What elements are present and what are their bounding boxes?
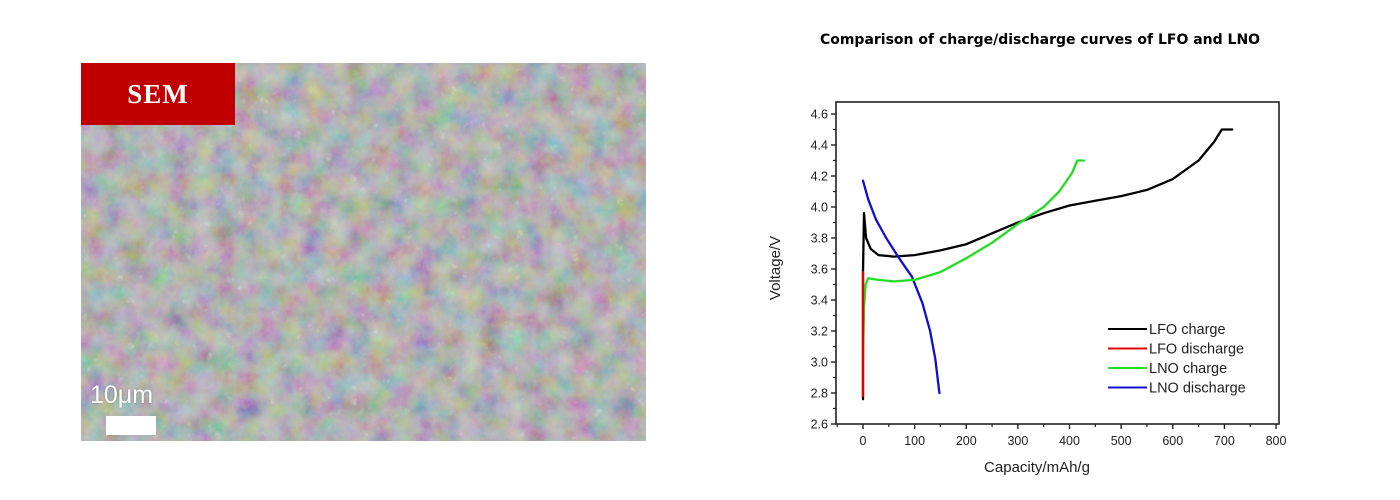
y-axis-label: Voltage/V	[767, 236, 784, 300]
y-tick-label: 3.2	[811, 325, 828, 339]
y-tick-label: 3.4	[811, 294, 828, 308]
x-tick-label: 500	[1111, 434, 1132, 448]
x-axis-label: Capacity/mAh/g	[984, 459, 1090, 476]
y-tick-label: 3.6	[811, 263, 828, 277]
chart-title: Comparison of charge/discharge curves of…	[819, 32, 1261, 48]
y-tick-label: 3.0	[811, 356, 828, 370]
series-lfo-charge	[861, 128, 1234, 401]
x-tick-label: 400	[1059, 434, 1080, 448]
chart-legend: LFO charge LFO discharge LNO charge LNO dis…	[1108, 322, 1246, 397]
x-tick-label: 600	[1162, 434, 1183, 448]
sem-label: SEM	[81, 63, 235, 125]
x-tick-label: 800	[1266, 434, 1287, 448]
scale-bar	[106, 416, 156, 435]
chart-curves	[861, 128, 1234, 401]
sem-micrograph	[81, 63, 646, 441]
x-tick-label: 100	[904, 434, 925, 448]
series-lno-discharge	[861, 179, 941, 395]
y-tick-label: 4.0	[811, 201, 828, 215]
legend-label: LNO discharge	[1149, 381, 1246, 397]
scale-bar-label: 10μm	[90, 381, 154, 409]
x-tick-label: 700	[1214, 434, 1235, 448]
y-tick-label: 2.6	[811, 418, 828, 432]
chart-axes: 2.6 2.8 3.0 3.2 3.4 3.6 3.8 4.0 4.2 4.4 4.6 0 100 200…	[811, 101, 1287, 448]
y-tick-label: 4.4	[811, 139, 828, 153]
x-tick-label: 0	[860, 434, 867, 448]
y-tick-label: 3.8	[811, 232, 828, 246]
sem-image-panel: SEM 10μm	[81, 63, 646, 441]
x-tick-label: 200	[956, 434, 977, 448]
x-tick-label: 300	[1007, 434, 1028, 448]
legend-label: LFO charge	[1149, 322, 1226, 338]
legend-label: LNO charge	[1149, 361, 1227, 377]
y-tick-label: 2.8	[811, 387, 828, 401]
legend-label: LFO discharge	[1149, 342, 1244, 358]
plot-frame	[835, 101, 1280, 425]
series-lno-charge	[861, 159, 1086, 361]
y-tick-label: 4.6	[811, 108, 828, 122]
y-tick-label: 4.2	[811, 170, 828, 184]
